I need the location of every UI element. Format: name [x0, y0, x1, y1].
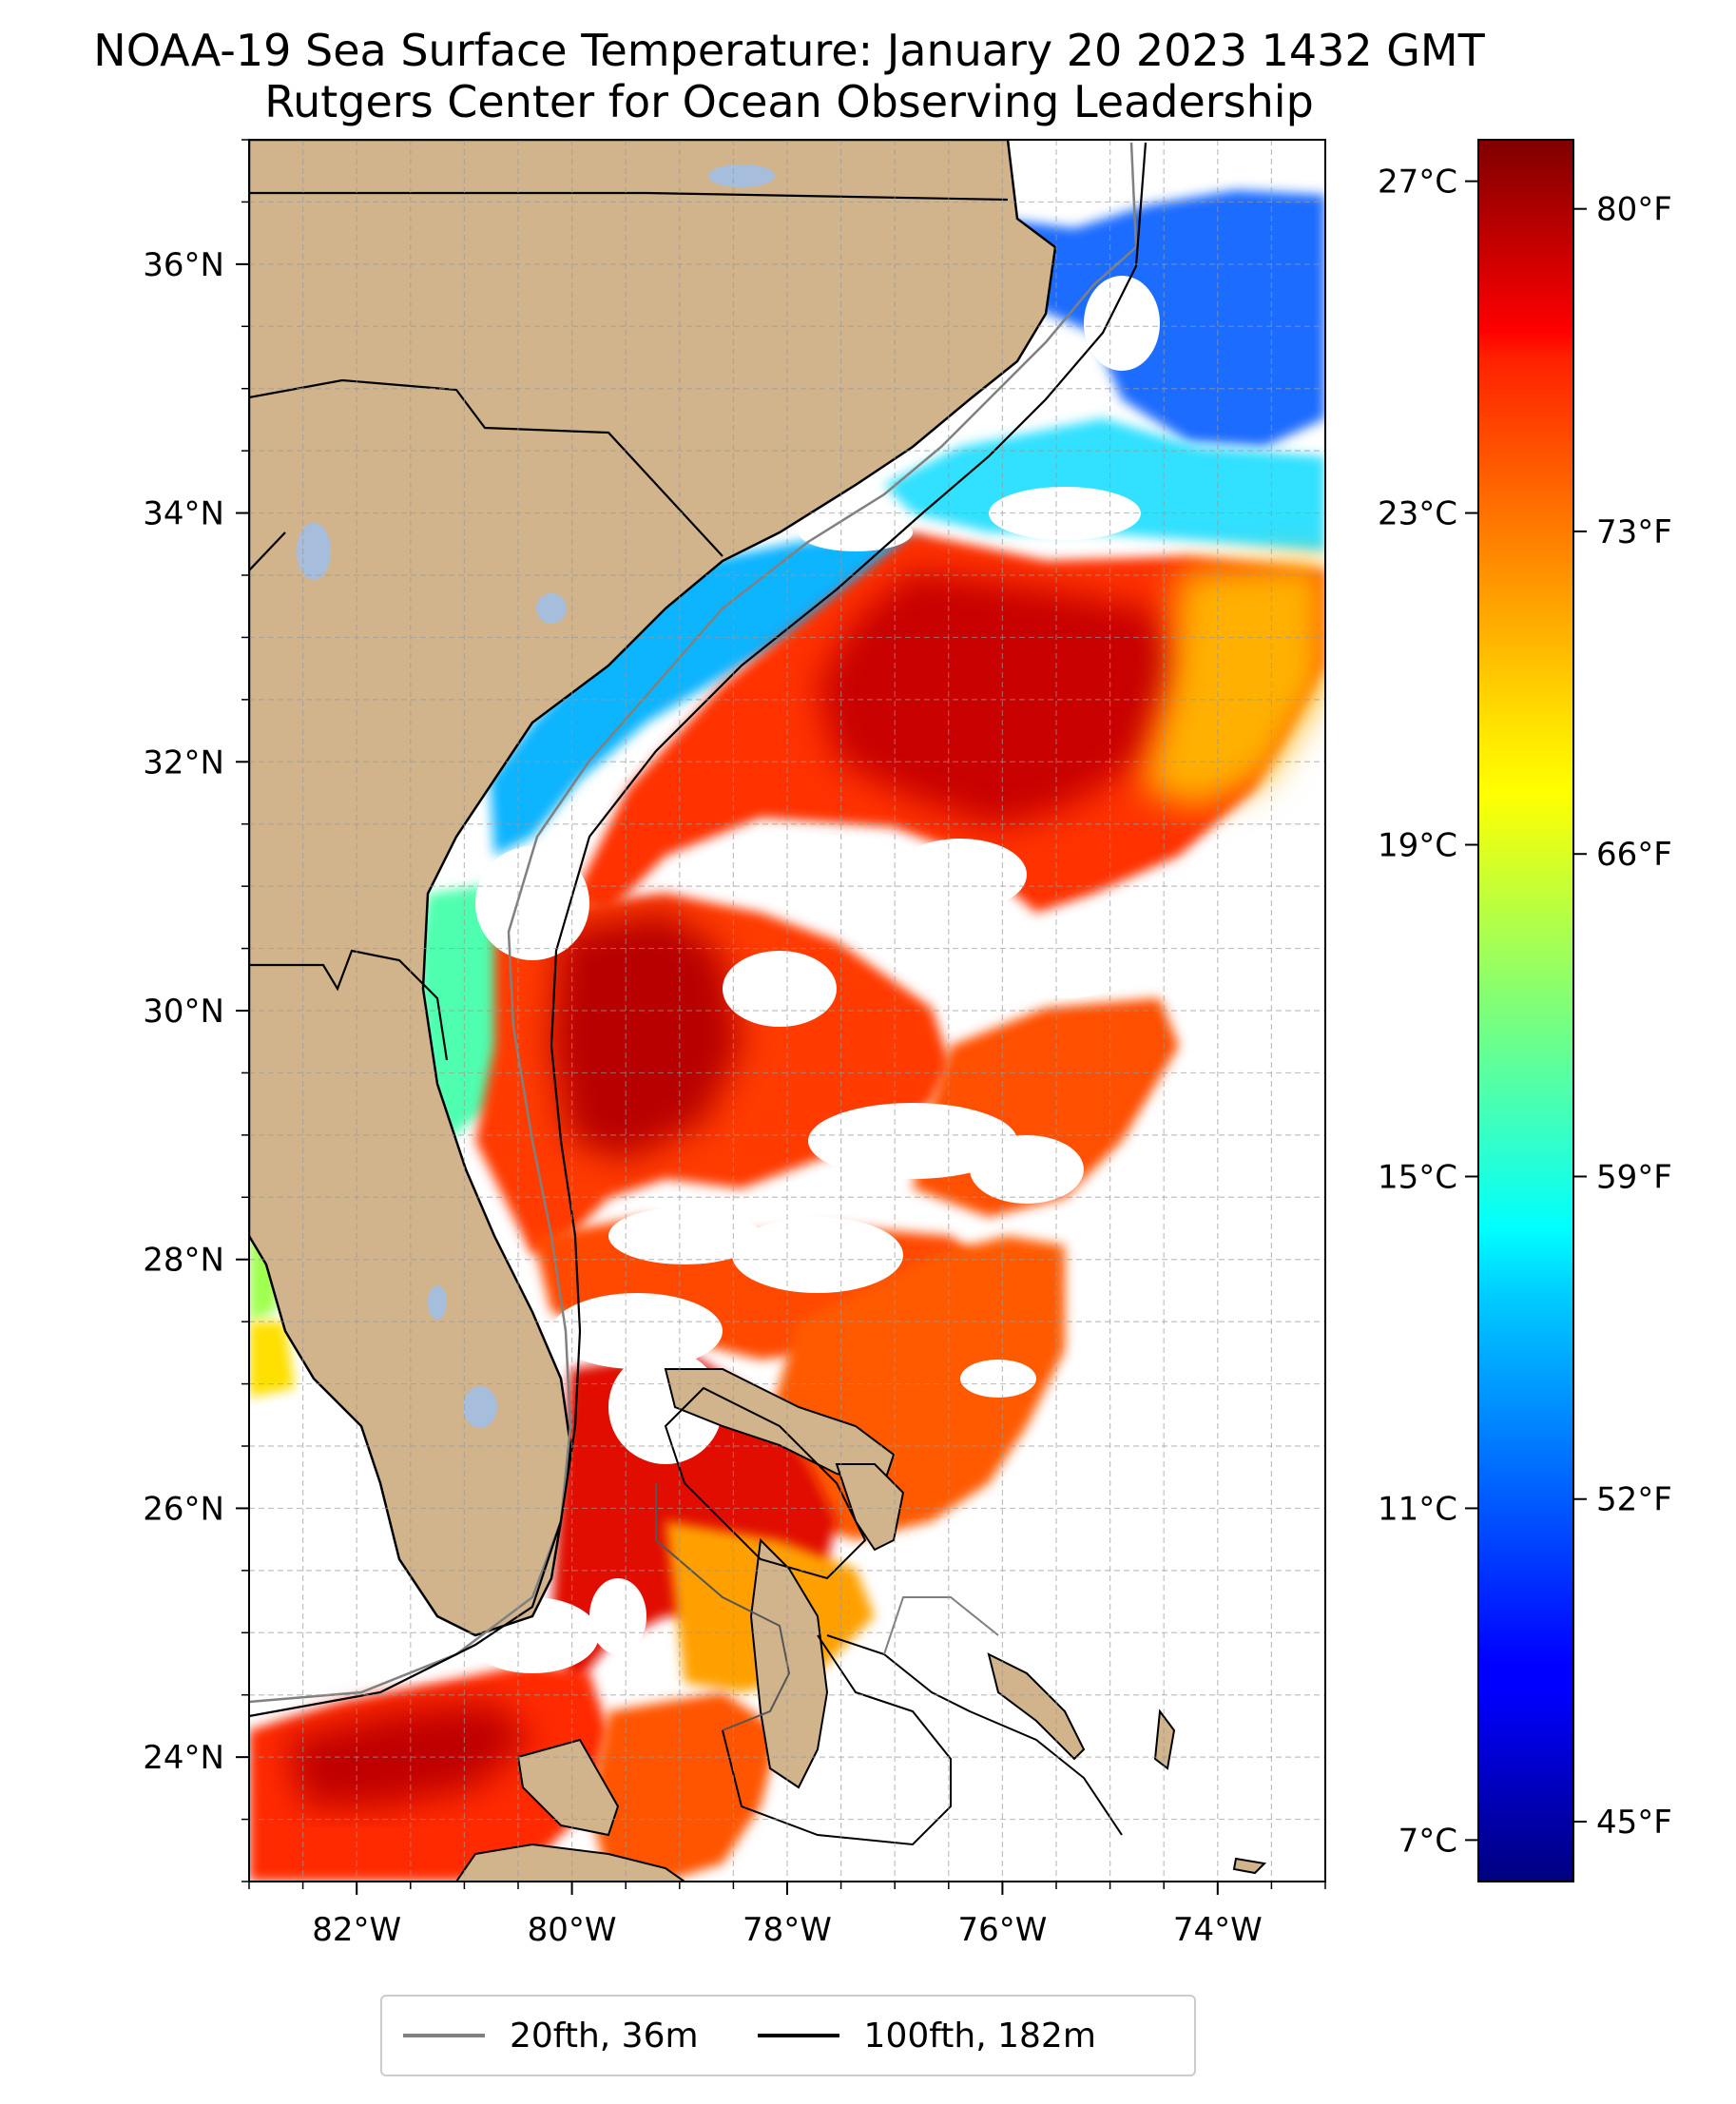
- colorbar-label-celsius: 23°C: [1378, 495, 1457, 533]
- colorbar-label-celsius: 19°C: [1378, 827, 1457, 865]
- colorbar-label-fahrenheit: 45°F: [1596, 1804, 1672, 1842]
- map-title: NOAA-19 Sea Surface Temperature: January…: [93, 25, 1485, 76]
- legend-item-100fth: 100fth, 182m: [757, 2016, 1096, 2056]
- lat-tick-label: 36°N: [143, 246, 224, 284]
- map-axes: 24°N 26°N 28°N 30°N 32°N 34°N 36°N 82°W 80°W 78°W…: [143, 139, 1326, 1949]
- colorbar-label-fahrenheit: 66°F: [1596, 836, 1672, 874]
- colorbar-label-fahrenheit: 73°F: [1596, 513, 1672, 551]
- lon-tick-label: 78°W: [743, 1911, 832, 1949]
- lon-tick-label: 76°W: [957, 1911, 1047, 1949]
- legend-item-20fth: 20fth, 36m: [403, 2017, 699, 2056]
- lon-tick-label: 74°W: [1173, 1911, 1263, 1949]
- lon-tick-label: 82°W: [312, 1911, 401, 1949]
- state-borders: [249, 191, 1009, 1061]
- isobath-100fth: [249, 142, 1148, 1718]
- lat-tick-label: 34°N: [143, 495, 224, 533]
- legend-swatch-20fth: [403, 2034, 485, 2037]
- colorbar-gradient: [1477, 139, 1574, 1882]
- sst-field: [249, 190, 1325, 1882]
- map-subtitle: Rutgers Center for Ocean Observing Leade…: [264, 76, 1314, 127]
- map-plot-area: [249, 140, 1325, 1882]
- contour-legend: 20fth, 36m 100fth, 182m: [380, 1995, 1196, 2076]
- lat-tick-label: 24°N: [143, 1739, 224, 1777]
- lon-tick-label: 80°W: [528, 1911, 617, 1949]
- colorbar: 7°C 11°C 15°C 19°C 23°C 27°C 45°F 52°F 59°F 66°F 7…: [1378, 139, 1672, 1882]
- lat-tick-label: 26°N: [143, 1490, 224, 1528]
- legend-swatch-100fth: [757, 2034, 839, 2037]
- colorbar-label-celsius: 27°C: [1378, 164, 1457, 202]
- colorbar-label-celsius: 15°C: [1378, 1158, 1457, 1196]
- colorbar-label-fahrenheit: 59°F: [1596, 1158, 1672, 1196]
- legend-label-20fth: 20fth, 36m: [510, 2016, 699, 2056]
- bathymetry-contours: [249, 142, 1148, 1846]
- colorbar-label-fahrenheit: 52°F: [1596, 1481, 1672, 1519]
- colorbar-label-celsius: 11°C: [1378, 1490, 1457, 1528]
- lakes: [297, 164, 775, 1428]
- colorbar-ticks: 7°C 11°C 15°C 19°C 23°C 27°C 45°F 52°F 59°F 66°F 7…: [1378, 164, 1672, 1861]
- lat-tick-label: 32°N: [143, 743, 224, 782]
- colorbar-label-celsius: 7°C: [1398, 1822, 1457, 1860]
- colorbar-label-fahrenheit: 80°F: [1596, 191, 1672, 229]
- land: [249, 140, 1267, 1882]
- gridlines: [249, 140, 1325, 1882]
- legend-label-100fth: 100fth, 182m: [863, 2016, 1096, 2056]
- lat-tick-label: 30°N: [143, 993, 224, 1031]
- lat-tick-label: 28°N: [143, 1242, 224, 1280]
